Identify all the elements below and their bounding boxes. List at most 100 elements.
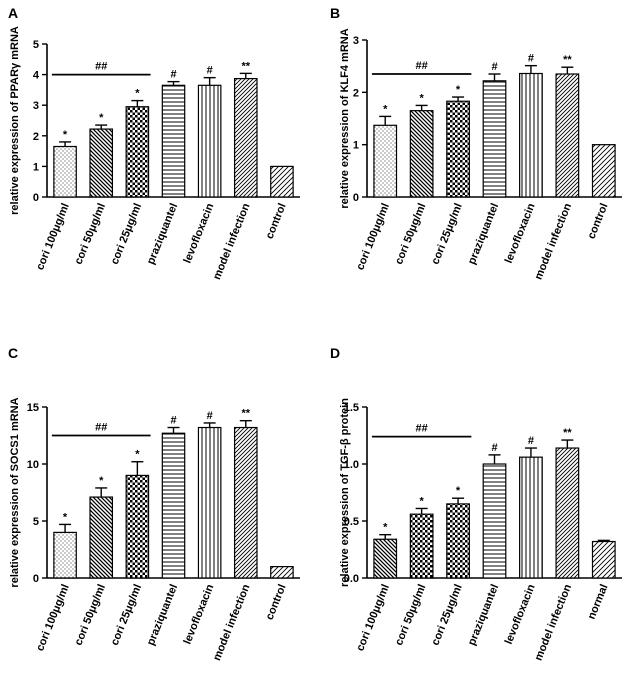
category-label: model infection — [533, 582, 575, 662]
category-label: control — [585, 202, 610, 241]
significance-marker: # — [207, 65, 213, 77]
significance-marker: # — [170, 69, 176, 81]
y-tick-label: 2 — [33, 131, 39, 143]
significance-marker: * — [420, 495, 425, 507]
significance-marker: * — [135, 449, 140, 461]
significance-marker: * — [456, 485, 461, 497]
bar-3 — [482, 463, 507, 579]
group-bracket-label: ## — [95, 422, 107, 434]
bar-2 — [446, 100, 470, 198]
category-label: cori 25μg/ml — [109, 583, 144, 648]
panel-label: B — [330, 5, 340, 21]
significance-marker: # — [491, 61, 497, 73]
y-tick-label: 0 — [353, 192, 359, 204]
bar-1 — [409, 513, 434, 579]
bar-0 — [373, 538, 398, 579]
category-label: normal — [586, 583, 611, 622]
significance-marker: * — [383, 103, 388, 115]
bar-2 — [125, 106, 150, 198]
y-tick-label: 1.5 — [344, 402, 359, 414]
group-bracket-label: ## — [416, 423, 428, 435]
category-label: control — [264, 583, 289, 622]
category-label: cori 100μg/ml — [34, 583, 72, 653]
significance-marker: * — [383, 522, 388, 534]
bar-4 — [197, 84, 222, 198]
y-tick-label: 1 — [353, 140, 359, 152]
y-tick-label: 0 — [33, 192, 39, 204]
significance-marker: * — [420, 92, 425, 104]
bar-5 — [555, 73, 580, 198]
category-label: model infection — [211, 201, 253, 281]
category-label: praziquantel — [466, 202, 501, 267]
significance-marker: * — [456, 84, 461, 96]
category-label: praziquantel — [145, 202, 180, 267]
category-label: levofloxacin — [503, 201, 538, 265]
y-tick-label: 5 — [33, 39, 39, 51]
category-label: cori 100μg/ml — [354, 202, 392, 272]
bar-3 — [161, 432, 186, 579]
category-label: cori 25μg/ml — [429, 202, 464, 267]
category-label: levofloxacin — [181, 201, 216, 265]
y-tick-label: 0.5 — [344, 516, 359, 528]
y-tick-label: 1 — [33, 161, 39, 173]
bar-5 — [233, 77, 258, 198]
bar-0 — [53, 531, 77, 579]
panel-label: A — [8, 5, 18, 21]
significance-marker: # — [170, 415, 176, 427]
significance-marker: ** — [242, 408, 251, 420]
y-axis-title: relative expression of KLF4 mRNA — [339, 28, 351, 208]
y-tick-label: 0 — [33, 573, 39, 585]
significance-marker: # — [491, 442, 497, 454]
bar-2 — [125, 474, 150, 579]
bar-0 — [373, 124, 398, 198]
bar-6 — [591, 540, 616, 579]
y-tick-label: 1.0 — [344, 459, 359, 471]
bar-2 — [446, 503, 470, 579]
y-tick-label: 3 — [353, 35, 359, 47]
bar-3 — [161, 84, 186, 198]
category-label: praziquantel — [145, 583, 180, 648]
category-label: cori 50μg/ml — [73, 202, 108, 267]
y-axis-title: relative expression of PPARγ mRNA — [9, 26, 21, 215]
category-label: levofloxacin — [503, 582, 538, 646]
bar-6 — [591, 144, 616, 198]
bar-1 — [89, 128, 114, 198]
significance-marker: # — [528, 435, 534, 447]
significance-marker: * — [99, 475, 104, 487]
y-tick-label: 3 — [33, 100, 39, 112]
category-label: praziquantel — [466, 583, 501, 648]
bar-3 — [482, 80, 507, 198]
y-tick-label: 0.0 — [344, 573, 359, 585]
category-label: cori 100μg/ml — [354, 583, 392, 653]
significance-marker: * — [63, 129, 68, 141]
significance-marker: * — [99, 112, 104, 124]
y-tick-label: 15 — [27, 402, 39, 414]
significance-marker: # — [207, 410, 213, 422]
category-label: cori 50μg/ml — [393, 583, 428, 648]
significance-marker: * — [63, 511, 68, 523]
significance-marker: * — [135, 88, 140, 100]
y-axis-title: relative expression of TGF-β protein — [339, 398, 351, 587]
bar-5 — [555, 447, 580, 579]
bar-4 — [519, 72, 543, 198]
bar-0 — [53, 145, 77, 198]
category-label: levofloxacin — [181, 582, 216, 646]
panel-label: C — [8, 345, 18, 361]
y-axis-title: relative expression of SOCS1 mRNA — [9, 397, 21, 587]
group-bracket-label: ## — [95, 61, 107, 73]
category-label: cori 25μg/ml — [109, 202, 144, 267]
bar-5 — [233, 426, 258, 579]
significance-marker: # — [528, 53, 534, 65]
category-label: cori 50μg/ml — [73, 583, 108, 648]
group-bracket-label: ## — [416, 60, 428, 72]
category-label: cori 50μg/ml — [393, 202, 428, 267]
category-label: model infection — [533, 201, 575, 281]
category-label: model infection — [211, 582, 253, 662]
y-tick-label: 5 — [33, 516, 39, 528]
category-label: cori 25μg/ml — [429, 583, 464, 648]
y-tick-label: 4 — [33, 70, 40, 82]
bar-6 — [270, 165, 294, 198]
y-tick-label: 10 — [27, 459, 39, 471]
